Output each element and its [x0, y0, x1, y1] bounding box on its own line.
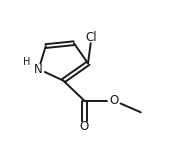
Text: H: H — [23, 57, 30, 67]
Text: O: O — [80, 120, 89, 133]
Text: Cl: Cl — [86, 31, 97, 44]
Text: N: N — [34, 63, 43, 76]
Text: O: O — [110, 94, 119, 107]
